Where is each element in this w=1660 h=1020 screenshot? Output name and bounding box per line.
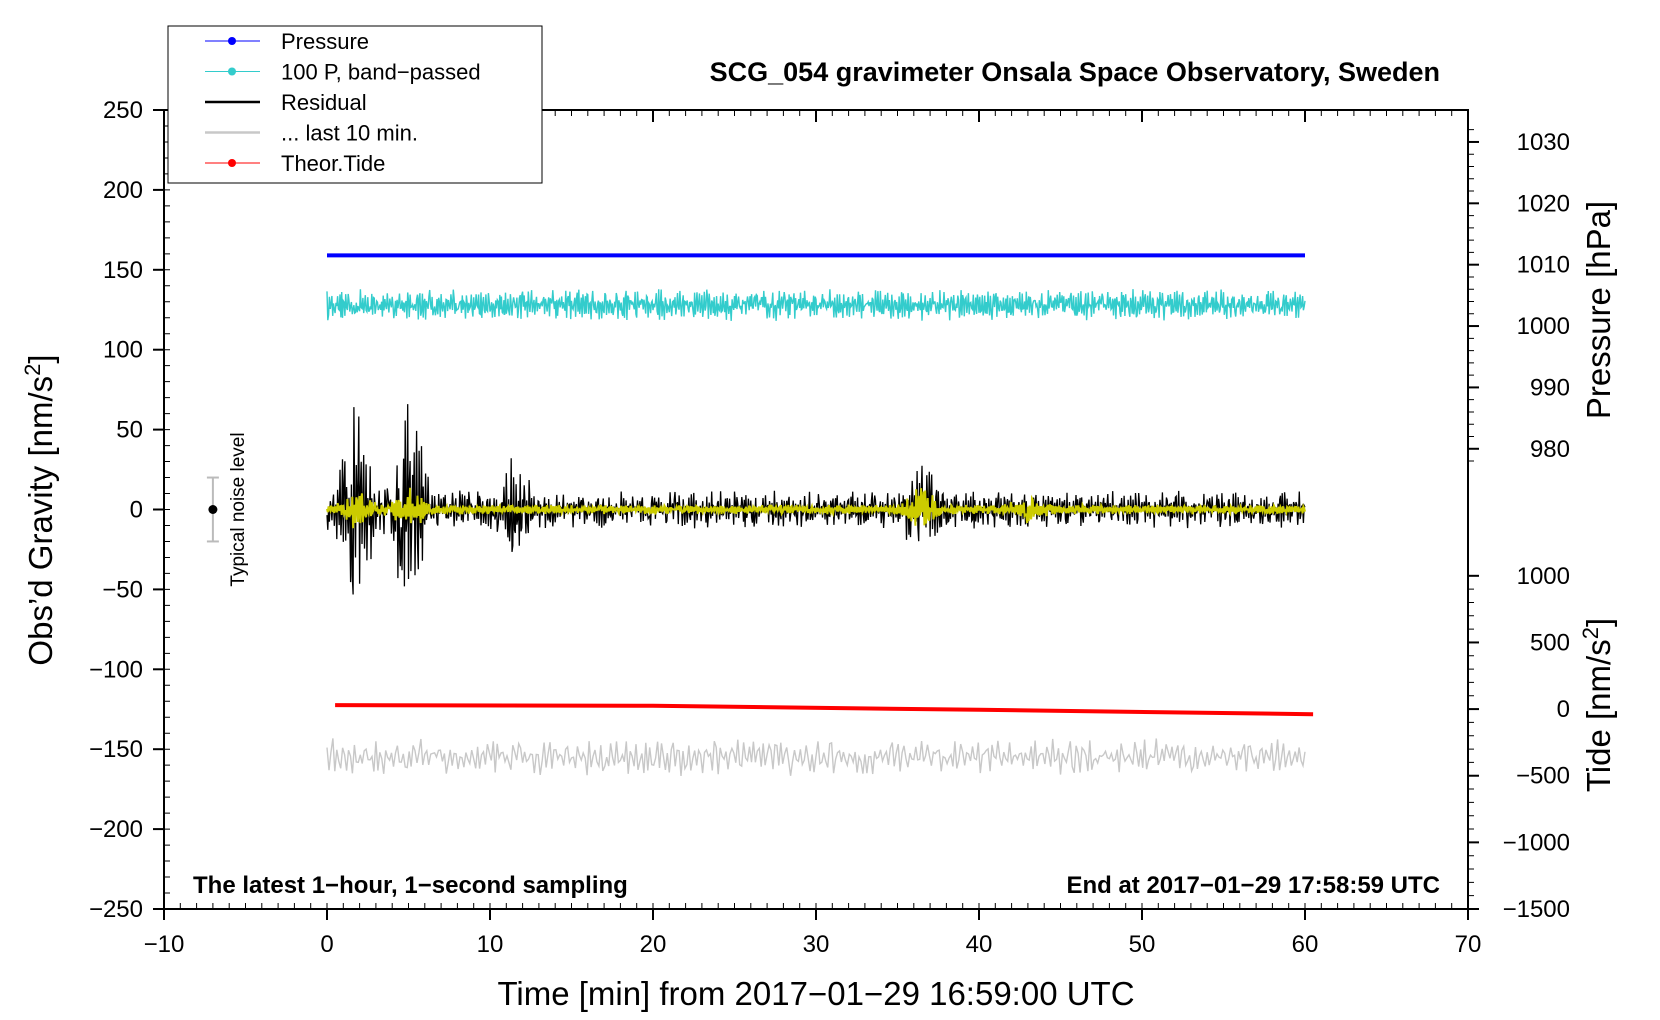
series-residual-line (326, 404, 1306, 595)
tide-tick-labels: 1000 500 0 −500 −1000 −1500 (1503, 563, 1570, 923)
x-tick-label: 70 (1455, 931, 1482, 958)
tide-tick-label: 0 (1557, 696, 1570, 723)
series-theor-tide-line (335, 703, 1314, 717)
y-tick-label-left: −50 (102, 576, 143, 603)
pressure-tick-label: 1010 (1517, 252, 1570, 279)
series-100-p-band-passed-line (326, 289, 1306, 321)
x-axis-title: Time [min] from 2017−01−29 16:59:00 UTC (497, 975, 1134, 1012)
legend: Pressure 100 P, band−passed Residual ... la… (167, 25, 543, 184)
series-filtered-residual-line (326, 487, 1306, 529)
legend-marker (228, 67, 236, 76)
tide-axis-title-sup: 2 (1578, 627, 1603, 639)
y-tick-label-left: 100 (103, 337, 143, 364)
y-axis-title-left-main: Obs’d Gravity [nm/s (22, 376, 59, 666)
pressure-tick-labels: 1030 1020 1010 1000 990 980 (1517, 129, 1570, 463)
legend-marker (228, 159, 236, 167)
series-layer (326, 253, 1314, 777)
annotation-end-time: End at 2017−01−29 17:58:59 UTC (1066, 872, 1440, 899)
y-tick-labels-left: 250 200 150 100 50 0 −50 −100 −150 −200 −250 (89, 97, 143, 923)
annotation-sampling: The latest 1−hour, 1−second sampling (193, 872, 628, 899)
pressure-tick-label: 1020 (1517, 190, 1570, 217)
tide-axis-title: Tide [nm/s2] (1578, 618, 1617, 792)
tide-axis-title-end: ] (1580, 618, 1617, 627)
x-tick-label: 10 (477, 931, 504, 958)
pressure-tick-label: 1030 (1517, 129, 1570, 156)
x-tick-labels: −10 0 10 20 30 40 50 60 70 (144, 931, 1482, 958)
y-tick-label-left: −250 (89, 896, 143, 923)
x-tick-label: 0 (320, 931, 333, 958)
y-tick-label-left: 50 (116, 417, 143, 444)
legend-label: ... last 10 min. (281, 121, 418, 146)
y-tick-label-left: 0 (130, 497, 143, 524)
tide-axis-title-main: Tide [nm/s (1580, 639, 1617, 792)
pressure-tick-label: 990 (1530, 374, 1570, 401)
y-tick-label-left: 200 (103, 177, 143, 204)
legend-label: Residual (281, 90, 367, 115)
pressure-tick-label: 980 (1530, 436, 1570, 463)
tide-tick-label: 500 (1530, 629, 1570, 656)
y-tick-label-left: 150 (103, 257, 143, 284)
y-tick-label-left: 250 (103, 97, 143, 124)
x-tick-label: 20 (640, 931, 667, 958)
x-tick-label: 30 (803, 931, 830, 958)
pressure-tick-label: 1000 (1517, 313, 1570, 340)
x-tick-label: −10 (144, 931, 185, 958)
x-tick-label: 40 (966, 931, 993, 958)
legend-box (167, 25, 543, 184)
y-tick-label-left: −100 (89, 656, 143, 683)
y-tick-label-left: −150 (89, 736, 143, 763)
legend-marker (228, 37, 236, 45)
y-axis-title-left-end: ] (22, 354, 59, 363)
legend-label: Pressure (281, 29, 369, 54)
noise-label: Typical noise level (228, 432, 249, 586)
legend-label: 100 P, band−passed (281, 60, 481, 85)
y-tick-label-left: −200 (89, 816, 143, 843)
tide-tick-label: −500 (1516, 763, 1570, 790)
legend-label: Theor.Tide (281, 151, 385, 176)
x-tick-label: 50 (1129, 931, 1156, 958)
y-axis-title-left-sup: 2 (20, 364, 45, 376)
tide-tick-label: 1000 (1517, 563, 1570, 590)
series-last-10-min-line (326, 738, 1306, 777)
tide-tick-label: −1500 (1503, 896, 1570, 923)
y-axis-title-left: Obs’d Gravity [nm/s2] (20, 354, 59, 665)
noise-center-dot (208, 505, 218, 514)
pressure-axis-title: Pressure [hPa] (1580, 201, 1617, 419)
tide-tick-label: −1000 (1503, 829, 1570, 856)
x-tick-label: 60 (1292, 931, 1319, 958)
chart-title: SCG_054 gravimeter Onsala Space Observat… (710, 57, 1440, 87)
noise-indicator: Typical noise level (206, 432, 249, 587)
